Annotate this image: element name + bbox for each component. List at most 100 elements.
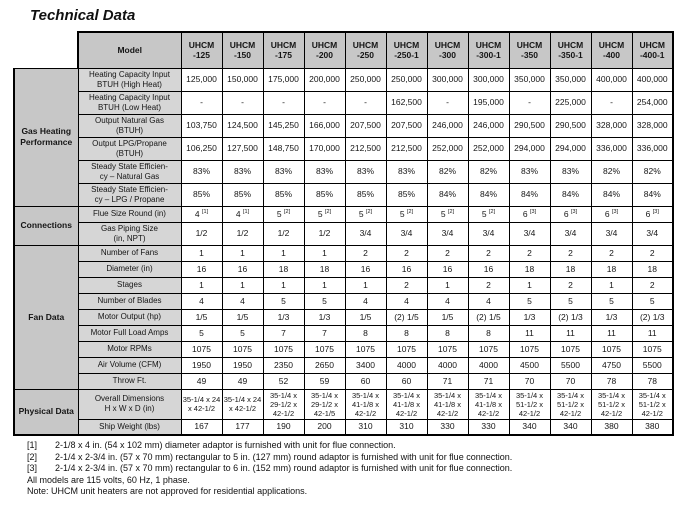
table-cell: 1 (221, 276, 264, 294)
table-cell: - (590, 90, 633, 115)
table-cell: 83% (180, 159, 223, 184)
row-label: Flue Size Round (in) (77, 205, 182, 223)
table-cell: 3/4 (631, 221, 674, 246)
model-name-bottom: -250-1 (394, 50, 419, 61)
table-cell: 1 (180, 276, 223, 294)
footnote-marker: [3] (27, 463, 38, 474)
table-row: Physical Data Overall Dimensions H x W x … (13, 388, 674, 436)
footnote-reference: [1] (242, 208, 250, 215)
table-cell: 246,000 (467, 113, 510, 138)
table-row: Steady State Efficien- cy – Natural Gas 8… (14, 159, 674, 184)
table-cell: 212,500 (344, 136, 387, 161)
table-cell: 59 (303, 372, 346, 390)
table-cell: 3/4 (549, 221, 592, 246)
table-cell: - (508, 90, 551, 115)
table-cell: 5 [2] (303, 205, 346, 223)
table-cell: 85% (262, 182, 305, 207)
table-cell: 1 (508, 276, 551, 294)
model-column-header: UHCM -200 (303, 31, 346, 69)
table-cell: 52 (262, 372, 305, 390)
table-cell: 4 [1] (221, 205, 264, 223)
table-cell: - (262, 90, 305, 115)
table-cell: 3/4 (590, 221, 633, 246)
table-cell: 1/3 (508, 308, 551, 326)
table-cell: 85% (303, 182, 346, 207)
note-line: All models are 115 volts, 60 Hz, 1 phase… (27, 474, 190, 485)
table-cell: 5 (590, 292, 633, 310)
table-cell: 82% (590, 159, 633, 184)
table-cell: 1075 (385, 340, 428, 358)
table-row: Gas Heating Performance Heating Capacity … (13, 67, 674, 207)
table-header: Model UHCM -125 UHCM -150 UHCM -175 UHCM -200 UHC… (14, 31, 674, 69)
footnote-reference: [3] (652, 208, 659, 215)
table-cell: 70 (549, 372, 592, 390)
table-cell: 3/4 (344, 221, 387, 246)
row-label: Ship Weight (lbs) (77, 418, 182, 436)
table-cell: 84% (549, 182, 592, 207)
table-cell: 3/4 (467, 221, 510, 246)
table-cell: 207,500 (344, 113, 387, 138)
table-cell: 2 (426, 244, 469, 262)
row-label: Stages (77, 276, 182, 294)
table-cell: 300,000 (467, 67, 510, 92)
table-cell: 5 [2] (467, 205, 510, 223)
table-cell: 35-1/4 x 29-1/2 x 42-1/2 (262, 388, 305, 420)
table-cell: 5 (303, 292, 346, 310)
table-cell: 254,000 (631, 90, 674, 115)
table-cell: 170,000 (303, 136, 346, 161)
table-cell: 1950 (221, 356, 264, 374)
footnote-reference: [2] (365, 208, 373, 215)
table-cell: 84% (426, 182, 469, 207)
table-cell: 2 (631, 244, 674, 262)
table-cell: 83% (344, 159, 387, 184)
group-label: Fan Data (13, 244, 79, 390)
table-cell: 162,500 (385, 90, 428, 115)
row-label: Number of Blades (77, 292, 182, 310)
model-column-header: UHCM -300 (426, 31, 469, 69)
model-name-top: UHCM (598, 39, 625, 50)
row-label: Throw Ft. (77, 372, 182, 390)
table-cell: 4 (467, 292, 510, 310)
table-cell: 5500 (549, 356, 592, 374)
row-label: Number of Fans (77, 244, 182, 262)
header-row: Model UHCM -125 UHCM -150 UHCM -175 UHCM -200 UHC… (14, 31, 674, 69)
model-name-top: UHCM (270, 39, 297, 50)
table-cell: 103,750 (180, 113, 223, 138)
table-cell: 3/4 (385, 221, 428, 246)
table-cell: 2 (344, 244, 387, 262)
table-cell: 71 (467, 372, 510, 390)
model-header: Model (77, 31, 182, 69)
table-cell: 2 (385, 244, 428, 262)
table-cell: 148,750 (262, 136, 305, 161)
table-cell: 1 (221, 244, 264, 262)
table-cell: 5500 (631, 356, 674, 374)
model-name-top: UHCM (229, 39, 256, 50)
table-cell: 252,000 (467, 136, 510, 161)
footnote-reference: [2] (488, 208, 496, 215)
model-name-bottom: -300 (438, 50, 456, 61)
table-cell: 5 (508, 292, 551, 310)
model-name-bottom: -250 (356, 50, 374, 61)
table-cell: 2 (385, 276, 428, 294)
table-cell: - (303, 90, 346, 115)
model-name-top: UHCM (188, 39, 215, 50)
table-cell: 175,000 (262, 67, 305, 92)
table-cell: 290,500 (508, 113, 551, 138)
footnote-reference: [2] (324, 208, 332, 215)
model-name-bottom: -150 (233, 50, 251, 61)
table-cell: 1075 (549, 340, 592, 358)
table-cell: 6 [3] (631, 205, 674, 223)
table-cell: 11 (549, 324, 592, 342)
table-cell: 1075 (508, 340, 551, 358)
model-column-header: UHCM -400-1 (631, 31, 674, 69)
table-cell: 35-1/4 x 41-1/8 x 42-1/2 (467, 388, 510, 420)
row-label: Heating Capacity Input BTUH (High Heat) (77, 67, 182, 92)
table-cell: 4000 (467, 356, 510, 374)
footnote-line: [2] 2-1/4 x 2-3/4 in. (57 x 70 mm) rectan… (27, 452, 683, 464)
table-cell: 35-1/4 x 51-1/2 x 42-1/2 (508, 388, 551, 420)
table-cell: 18 (549, 260, 592, 278)
table-row: Connections Flue Size Round (in) 4 [1] 4 [1… (13, 205, 674, 246)
model-name-bottom: -300-1 (476, 50, 501, 61)
table-row: Diameter (in) 16 16 18 18 16 16 16 16 18 18 18 18 (14, 260, 674, 278)
row-label: Output Natural Gas (BTUH) (77, 113, 182, 138)
